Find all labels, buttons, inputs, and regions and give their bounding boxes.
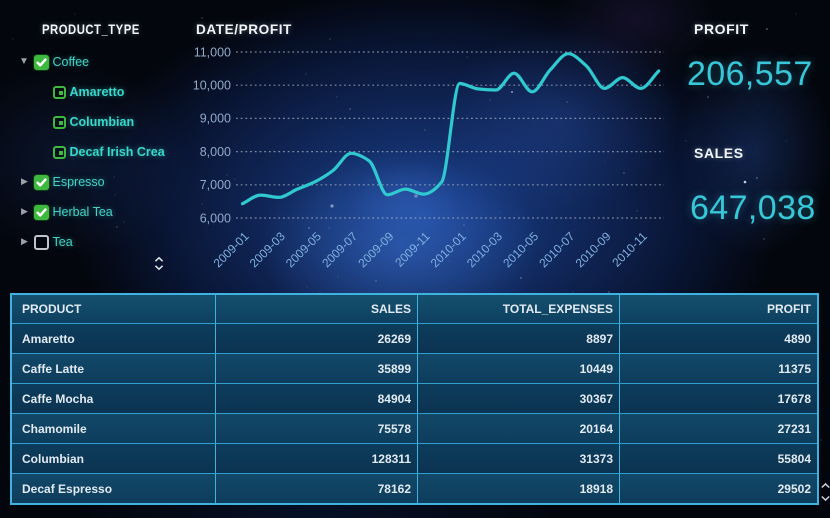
svg-text:2010-09: 2010-09 [573,229,614,270]
svg-text:7,000: 7,000 [200,178,231,192]
svg-text:2009-05: 2009-05 [283,229,324,270]
svg-text:2010-01: 2010-01 [428,229,469,270]
svg-text:8,000: 8,000 [200,145,231,159]
svg-text:11,000: 11,000 [194,45,231,59]
svg-text:6,000: 6,000 [200,211,231,225]
svg-text:2009-07: 2009-07 [319,229,360,270]
svg-text:2009-03: 2009-03 [247,229,288,270]
svg-text:2010-03: 2010-03 [464,229,505,270]
svg-text:10,000: 10,000 [193,79,231,93]
svg-text:2010-05: 2010-05 [500,229,541,270]
svg-text:2009-01: 2009-01 [211,229,252,270]
svg-text:9,000: 9,000 [200,112,231,126]
svg-text:2010-07: 2010-07 [536,229,577,270]
svg-text:2010-11: 2010-11 [609,229,650,270]
svg-text:2009-09: 2009-09 [355,229,396,270]
svg-text:2009-11: 2009-11 [392,229,433,270]
